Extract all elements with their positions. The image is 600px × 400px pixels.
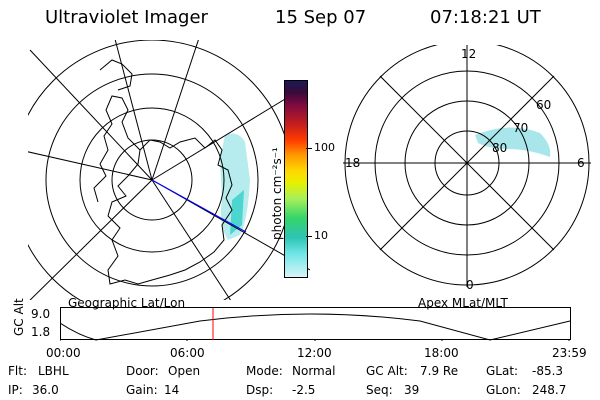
time-tick-1800: 18:00 — [424, 346, 459, 360]
gcalt-label: GC Alt: — [366, 364, 408, 378]
magnetic-map-caption: Apex MLat/MLT — [418, 296, 508, 310]
dsp-value: -2.5 — [292, 383, 316, 397]
colorbar-unit: photon cm⁻²s⁻¹ — [270, 147, 284, 240]
mlt-label-0: 0 — [466, 278, 474, 292]
ip-label: IP: — [8, 383, 23, 397]
time-tick-0600: 06:00 — [170, 346, 205, 360]
magnetic-map — [343, 45, 591, 287]
glat-value: -85.3 — [532, 364, 564, 378]
time-tick-0000: 00:00 — [46, 346, 81, 360]
geographic-map-caption: Geographic Lat/Lon — [68, 296, 186, 310]
altitude-curve — [60, 313, 571, 341]
instrument-title: Ultraviolet Imager — [45, 7, 208, 28]
mlat-label-70: 70 — [513, 121, 529, 135]
altitude-ylabel: GC Alt — [12, 298, 26, 336]
gcalt-value: 7.9 Re — [420, 364, 459, 378]
gain-value: 14 — [164, 383, 180, 397]
door-label: Door: — [126, 364, 159, 378]
gain-label: Gain: — [126, 383, 158, 397]
colorbar-label-10: 10 — [314, 229, 328, 242]
glon-value: 248.7 — [532, 383, 567, 397]
mlat-label-80: 80 — [492, 141, 508, 155]
mlt-label-12: 12 — [461, 47, 477, 61]
time-tick-2359: 23:59 — [552, 346, 587, 360]
intensity-colorbar — [284, 80, 308, 278]
colorbar-label-100: 100 — [314, 141, 335, 154]
geographic-map — [28, 40, 310, 300]
colorbar-tick-10 — [306, 236, 312, 237]
time-tick-1200: 12:00 — [297, 346, 332, 360]
altitude-ytick-1.8: 1.8 — [31, 325, 51, 339]
mlat-label-60: 60 — [536, 98, 552, 112]
flt-label: Flt: — [8, 364, 27, 378]
ip-value: 36.0 — [32, 383, 59, 397]
mlt-label-6: 6 — [577, 156, 585, 170]
altitude-plot — [60, 307, 571, 341]
flt-value: LBHL — [38, 364, 69, 378]
seq-value: 39 — [404, 383, 420, 397]
mode-label: Mode: — [246, 364, 283, 378]
glat-label: GLat: — [486, 364, 519, 378]
glon-label: GLon: — [486, 383, 521, 397]
date-label: 15 Sep 07 — [275, 7, 367, 28]
antarctica-coastline — [107, 137, 233, 285]
dsp-label: Dsp: — [246, 383, 274, 397]
time-label: 07:18:21 UT — [430, 7, 541, 28]
altitude-ytick-9: 9.0 — [31, 307, 51, 321]
mlt-label-18: 18 — [345, 156, 361, 170]
door-value: Open — [168, 364, 201, 378]
mode-value: Normal — [292, 364, 336, 378]
aurora-oval — [475, 127, 551, 157]
colorbar-tick-100 — [306, 148, 312, 149]
seq-label: Seq: — [366, 383, 393, 397]
